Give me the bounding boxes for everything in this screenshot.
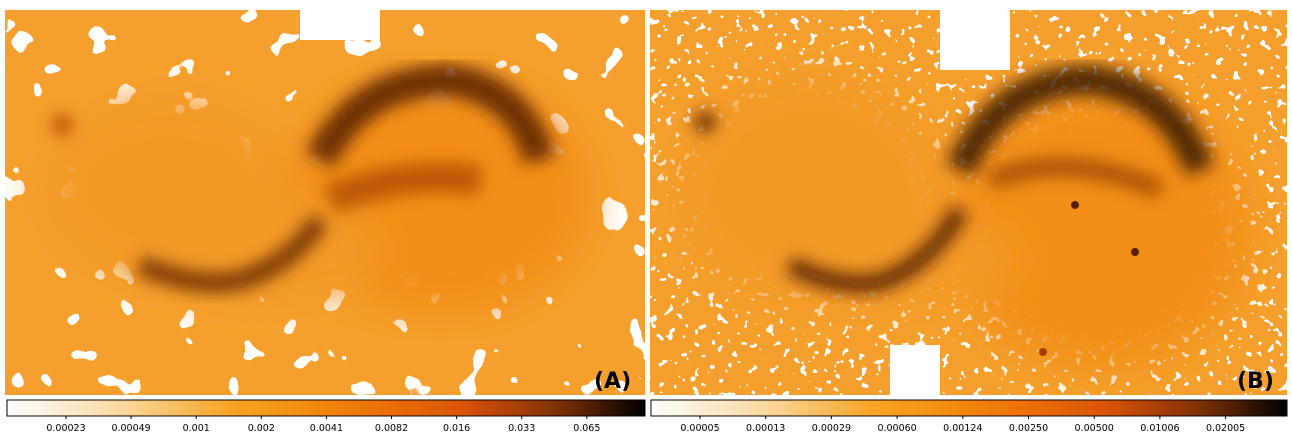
colorbar-tick-label: 0.033 bbox=[508, 423, 535, 434]
colorbar bbox=[7, 400, 645, 416]
panel-label: (A) bbox=[594, 369, 631, 394]
panel-a-image bbox=[5, 10, 645, 395]
colorbar-tick-label: 0.016 bbox=[443, 423, 470, 434]
colorbar-tick-label: 0.00250 bbox=[1009, 423, 1048, 434]
colorbar-tick-label: 0.0082 bbox=[375, 423, 408, 434]
panel-b-image bbox=[650, 10, 1287, 395]
colorbar-tick-label: 0.00500 bbox=[1075, 423, 1114, 434]
colorbar-tick-label: 0.00124 bbox=[943, 423, 982, 434]
figure: (A) (B) 0.00023 0.00049 0.001 0.002 0.0041 0.… bbox=[0, 0, 1292, 435]
colorbar bbox=[651, 400, 1287, 416]
colorbar-tick-label: 0.00013 bbox=[746, 423, 785, 434]
colorbar-tick-label: 0.02005 bbox=[1206, 423, 1245, 434]
colorbar-tick-label: 0.0041 bbox=[310, 423, 343, 434]
colorbar-tick-label: 0.001 bbox=[183, 423, 210, 434]
panel-label: (B) bbox=[1237, 369, 1274, 394]
colorbar-tick-label: 0.002 bbox=[248, 423, 275, 434]
colorbar-tick-label: 0.01006 bbox=[1140, 423, 1179, 434]
colorbar-tick-label: 0.00029 bbox=[812, 423, 851, 434]
colorbar-tick-label: 0.00023 bbox=[46, 423, 85, 434]
colorbar-tick-label: 0.00049 bbox=[111, 423, 150, 434]
colorbar-tick-label: 0.00005 bbox=[680, 423, 719, 434]
colorbar-tick-label: 0.065 bbox=[573, 423, 600, 434]
colorbar-tick-label: 0.00060 bbox=[877, 423, 916, 434]
